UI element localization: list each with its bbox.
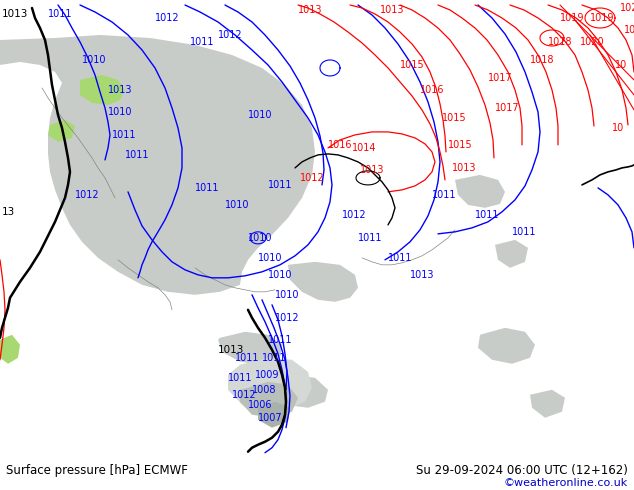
Text: 1006: 1006 (248, 400, 273, 410)
Text: 1016: 1016 (328, 140, 353, 150)
Text: 1015: 1015 (442, 113, 467, 123)
Text: 1011: 1011 (190, 37, 214, 47)
Text: 1011: 1011 (235, 353, 259, 363)
Polygon shape (228, 358, 312, 412)
Text: 1012: 1012 (300, 173, 325, 183)
Polygon shape (258, 402, 290, 428)
Text: 1012: 1012 (75, 190, 100, 200)
Text: 1011: 1011 (268, 180, 292, 190)
Text: 1013: 1013 (108, 85, 133, 95)
Text: 1012: 1012 (232, 390, 257, 400)
Text: 1007: 1007 (258, 413, 283, 423)
Text: 1010: 1010 (248, 110, 273, 120)
Text: 1010: 1010 (258, 253, 283, 263)
Text: 1019: 1019 (590, 13, 614, 23)
Text: 1010: 1010 (268, 270, 292, 280)
Polygon shape (0, 35, 315, 295)
Text: 1019: 1019 (624, 25, 634, 35)
Polygon shape (80, 75, 125, 105)
Text: 10: 10 (615, 60, 627, 70)
Polygon shape (0, 335, 20, 364)
Text: 1011: 1011 (268, 335, 292, 345)
Text: 1011: 1011 (48, 9, 72, 19)
Polygon shape (218, 332, 282, 365)
Text: 1013: 1013 (410, 270, 434, 280)
Text: 1012: 1012 (218, 30, 243, 40)
Polygon shape (265, 375, 328, 408)
Text: 13: 13 (2, 207, 15, 217)
Polygon shape (288, 262, 358, 302)
Polygon shape (48, 120, 75, 142)
Text: 1013: 1013 (360, 165, 384, 175)
Text: 1008: 1008 (252, 385, 276, 395)
Text: 1011: 1011 (432, 190, 456, 200)
Text: 1016: 1016 (420, 85, 444, 95)
Polygon shape (495, 240, 528, 268)
Text: 1013: 1013 (298, 5, 323, 15)
Text: 1018: 1018 (548, 37, 573, 47)
Text: 1018: 1018 (530, 55, 555, 65)
Text: 1013: 1013 (218, 345, 244, 355)
Text: 1013: 1013 (2, 9, 29, 19)
Text: 1012: 1012 (275, 313, 300, 323)
Polygon shape (240, 382, 298, 418)
Text: 1017: 1017 (488, 73, 513, 83)
Text: 1010: 1010 (275, 290, 299, 300)
Text: 1013: 1013 (380, 5, 404, 15)
Polygon shape (455, 175, 505, 208)
Text: 1011: 1011 (228, 373, 252, 383)
Text: 1010: 1010 (82, 55, 107, 65)
Text: 1009: 1009 (255, 370, 280, 380)
Polygon shape (530, 390, 565, 418)
Text: 1011: 1011 (388, 253, 413, 263)
Text: 1019: 1019 (560, 13, 585, 23)
Text: 1011: 1011 (262, 353, 287, 363)
Text: 1015: 1015 (400, 60, 425, 70)
Text: 10: 10 (612, 123, 624, 133)
Text: 1011: 1011 (512, 227, 536, 237)
Text: 1015: 1015 (448, 140, 472, 150)
Text: 1011: 1011 (112, 130, 136, 140)
Text: 1020: 1020 (620, 3, 634, 13)
Text: 1011: 1011 (125, 150, 150, 160)
Text: 1014: 1014 (352, 143, 377, 153)
Text: 1010: 1010 (108, 107, 133, 117)
Text: 1010: 1010 (225, 200, 250, 210)
Text: 1011: 1011 (358, 233, 382, 243)
Text: Surface pressure [hPa] ECMWF: Surface pressure [hPa] ECMWF (6, 464, 188, 477)
Polygon shape (478, 328, 535, 364)
Text: Su 29-09-2024 06:00 UTC (12+162): Su 29-09-2024 06:00 UTC (12+162) (416, 464, 628, 477)
Text: ©weatheronline.co.uk: ©weatheronline.co.uk (503, 478, 628, 488)
Text: 1011: 1011 (475, 210, 500, 220)
Text: 1010: 1010 (248, 233, 273, 243)
Text: 1012: 1012 (155, 13, 179, 23)
Text: 1020: 1020 (580, 37, 605, 47)
Text: 1017: 1017 (495, 103, 520, 113)
Text: 1013: 1013 (452, 163, 477, 173)
Text: 1011: 1011 (195, 183, 219, 193)
Text: 1012: 1012 (342, 210, 366, 220)
